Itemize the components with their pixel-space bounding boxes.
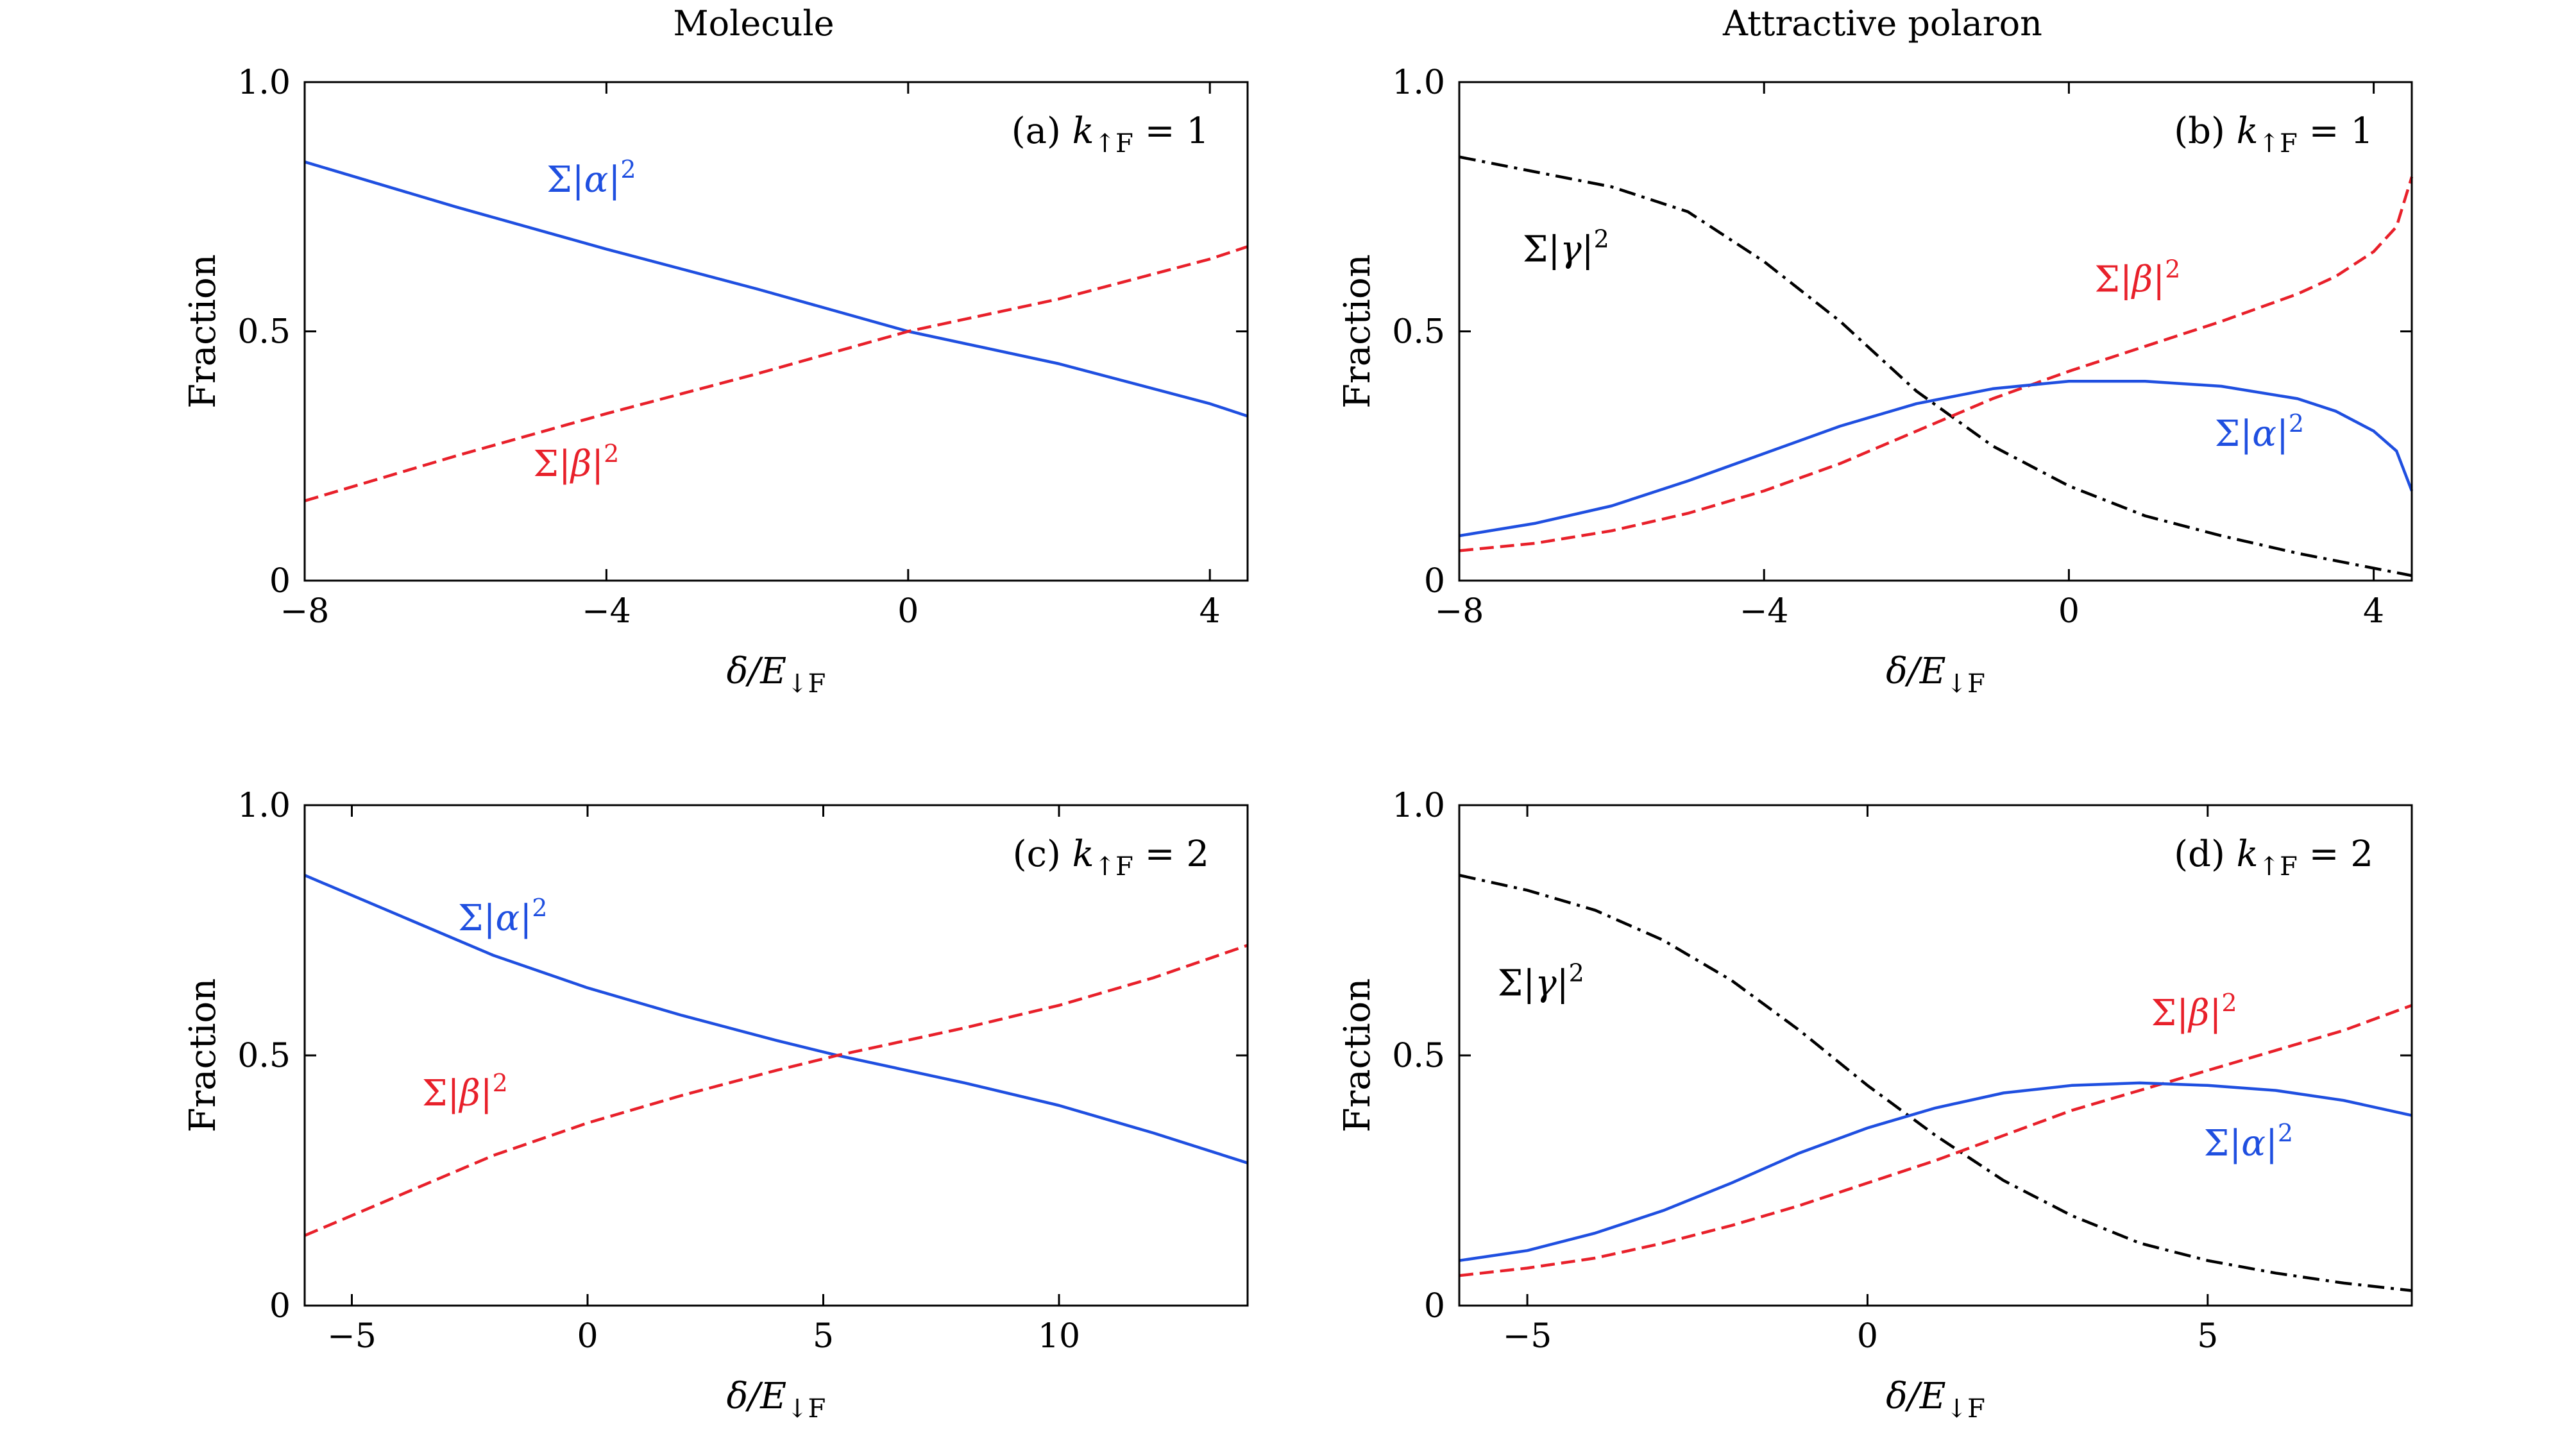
x-tick-label: −8 <box>280 592 330 631</box>
x-tick-label: −5 <box>1503 1317 1552 1356</box>
x-axis-label: δ/E↓F <box>1886 1376 1985 1424</box>
y-tick-label: 1.0 <box>237 787 291 825</box>
y-axis-label: Fraction <box>182 254 224 409</box>
series-line-beta <box>304 944 1248 1237</box>
x-tick-label: −4 <box>582 592 631 631</box>
x-tick-label: 10 <box>1038 1317 1080 1356</box>
y-axis-label: Fraction <box>1337 254 1378 409</box>
panel-label: (a) k↑F = 1 <box>1012 110 1209 158</box>
y-tick-label: 1.0 <box>1392 64 1445 102</box>
series-line-gamma <box>1459 155 2412 577</box>
x-tick-label: 4 <box>2363 592 2384 631</box>
series-label-gamma: Σ|γ|2 <box>1498 959 1584 1004</box>
series-label-alpha: Σ|α|2 <box>2204 1119 2293 1164</box>
x-axis-label: δ/E↓F <box>727 1376 826 1424</box>
series-label-beta: Σ|β|2 <box>422 1069 508 1114</box>
column-title-attractive-polaron: Attractive polaron <box>1722 3 2042 44</box>
x-axis-label: δ/E↓F <box>727 651 826 699</box>
series-label-alpha: Σ|α|2 <box>458 894 547 939</box>
series-line-alpha <box>304 160 1248 418</box>
x-tick-label: 0 <box>577 1317 598 1356</box>
y-axis-label: Fraction <box>182 978 224 1133</box>
series-label-alpha: Σ|α|2 <box>547 155 636 201</box>
panel-a: Σ|α|2 Σ|β|2 −8 −4 0 4 0 0.5 1.0 Fraction δ/E↓F (a) … <box>182 64 1249 699</box>
panel-label: (b) k↑F = 1 <box>2174 110 2373 158</box>
y-tick-label: 1.0 <box>1392 787 1445 825</box>
panel-label: (d) k↑F = 2 <box>2174 833 2373 882</box>
y-tick-label: 0.5 <box>1392 1037 1445 1075</box>
y-tick-label: 1.0 <box>237 64 291 102</box>
series-line-alpha <box>304 874 1248 1164</box>
y-tick-label: 0 <box>269 1287 291 1325</box>
series-label-beta: Σ|β|2 <box>533 439 619 485</box>
x-tick-label: −8 <box>1435 592 1484 631</box>
x-tick-label: 0 <box>897 592 919 631</box>
y-tick-label: 0.5 <box>237 313 291 352</box>
panel-label: (c) k↑F = 2 <box>1013 833 1209 882</box>
y-tick-label: 0.5 <box>237 1037 291 1075</box>
x-tick-label: 5 <box>813 1317 834 1356</box>
series-label-alpha: Σ|α|2 <box>2215 409 2304 455</box>
panel-d: Σ|γ|2 Σ|β|2 Σ|α|2 −5 0 5 0 0.5 1.0 Fraction δ/E↓F (… <box>1337 787 2413 1424</box>
panel-c: Σ|α|2 Σ|β|2 −5 0 5 10 0 0.5 1.0 Fraction δ/E↓F (c) … <box>182 787 1249 1424</box>
series-label-beta: Σ|β|2 <box>2094 255 2180 300</box>
x-tick-label: 0 <box>1857 1317 1878 1356</box>
series-line-beta <box>1459 1003 2412 1277</box>
series-line-beta <box>304 245 1248 502</box>
x-tick-label: −5 <box>327 1317 377 1356</box>
series-label-beta: Σ|β|2 <box>2151 989 2237 1034</box>
series-label-gamma: Σ|γ|2 <box>1523 225 1609 271</box>
column-title-molecule: Molecule <box>673 3 834 44</box>
panel-b: Σ|γ|2 Σ|β|2 Σ|α|2 −8 −4 0 4 0 0.5 1.0 Fraction δ/E↓… <box>1337 64 2414 699</box>
series-line-gamma <box>1459 874 2412 1292</box>
series-line-alpha <box>1459 379 2414 538</box>
x-tick-label: 4 <box>1199 592 1221 631</box>
x-tick-label: 5 <box>2197 1317 2218 1356</box>
y-tick-label: 0 <box>269 562 291 601</box>
y-tick-label: 0 <box>1424 1287 1445 1325</box>
x-tick-label: 0 <box>2058 592 2080 631</box>
y-axis-label: Fraction <box>1337 978 1378 1133</box>
x-tick-label: −4 <box>1740 592 1789 631</box>
series-line-alpha <box>1459 1081 2412 1263</box>
x-axis-label: δ/E↓F <box>1886 651 1985 699</box>
y-tick-label: 0 <box>1424 562 1445 601</box>
y-tick-label: 0.5 <box>1392 313 1445 352</box>
